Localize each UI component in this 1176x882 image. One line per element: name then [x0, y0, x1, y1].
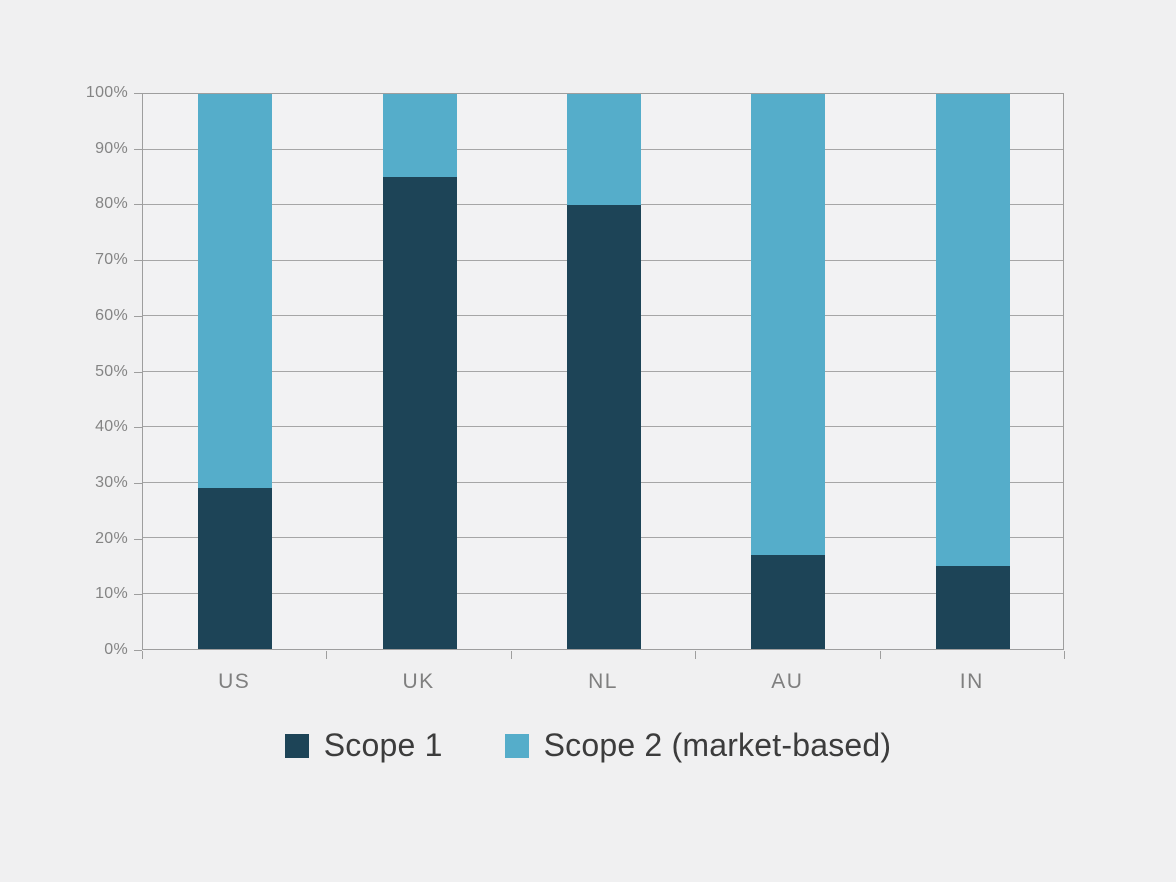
plot-area — [142, 93, 1064, 650]
x-category-label-au: AU — [771, 670, 804, 693]
bar-stack-in — [935, 94, 1010, 649]
bar-segment-in-scope-2-market-based — [935, 94, 1010, 566]
y-tick-label: 10% — [95, 585, 128, 603]
bar-segment-uk-scope-2-market-based — [382, 94, 457, 178]
y-tick-mark — [134, 538, 142, 540]
legend-item: Scope 1 — [284, 727, 443, 764]
x-category-label-nl: NL — [588, 670, 618, 693]
x-tick-mark — [142, 651, 143, 659]
legend-label: Scope 1 — [323, 727, 443, 763]
bar-stack-nl — [567, 94, 641, 649]
x-tick-mark — [1064, 651, 1065, 659]
y-tick-label: 90% — [95, 139, 128, 157]
y-tick-label: 0% — [104, 641, 128, 658]
y-tick-mark — [134, 482, 142, 484]
bar-segment-nl-scope-2-market-based — [567, 94, 641, 205]
bar-segment-uk-scope-1 — [382, 177, 457, 649]
bar-stack-uk — [382, 94, 457, 649]
bar-segment-au-scope-2-market-based — [751, 94, 826, 555]
legend-swatch-icon — [504, 733, 529, 758]
bar-segment-nl-scope-1 — [567, 205, 641, 649]
y-tick-label: 50% — [95, 362, 128, 380]
y-tick-mark — [134, 371, 142, 373]
x-category-label-uk: UK — [402, 670, 435, 693]
y-tick-label: 30% — [95, 473, 128, 491]
y-tick-mark — [134, 93, 142, 94]
legend: Scope 1 Scope 2 (market-based) — [0, 727, 1176, 764]
bar-stack-au — [751, 94, 826, 649]
y-tick-mark — [134, 204, 142, 206]
y-tick-label: 40% — [95, 418, 128, 436]
bar-segment-in-scope-1 — [935, 565, 1010, 649]
legend-swatch-icon — [284, 733, 309, 758]
x-tick-mark — [695, 651, 697, 659]
x-tick-mark — [879, 651, 881, 659]
y-tick-label: 80% — [95, 195, 128, 213]
y-tick-label: 20% — [95, 529, 128, 547]
x-category-label-in: IN — [959, 670, 984, 693]
y-tick-label: 100% — [85, 84, 128, 101]
y-tick-label: 60% — [95, 306, 128, 324]
y-tick-mark — [134, 427, 142, 429]
y-tick-label: 70% — [95, 251, 128, 269]
x-tick-mark — [510, 651, 512, 659]
bar-segment-au-scope-1 — [751, 554, 826, 649]
y-tick-mark — [134, 260, 142, 262]
legend-label: Scope 2 (market-based) — [543, 727, 892, 763]
x-tick-mark — [326, 651, 328, 659]
bar-segment-us-scope-2-market-based — [198, 94, 273, 489]
legend-item: Scope 2 (market-based) — [504, 727, 892, 764]
y-tick-mark — [134, 594, 142, 596]
x-category-label-us: US — [218, 670, 251, 693]
y-tick-mark — [134, 148, 142, 150]
y-tick-mark — [134, 315, 142, 317]
bar-stack-us — [198, 94, 273, 649]
bar-segment-us-scope-1 — [198, 488, 273, 649]
y-tick-mark — [134, 650, 142, 651]
